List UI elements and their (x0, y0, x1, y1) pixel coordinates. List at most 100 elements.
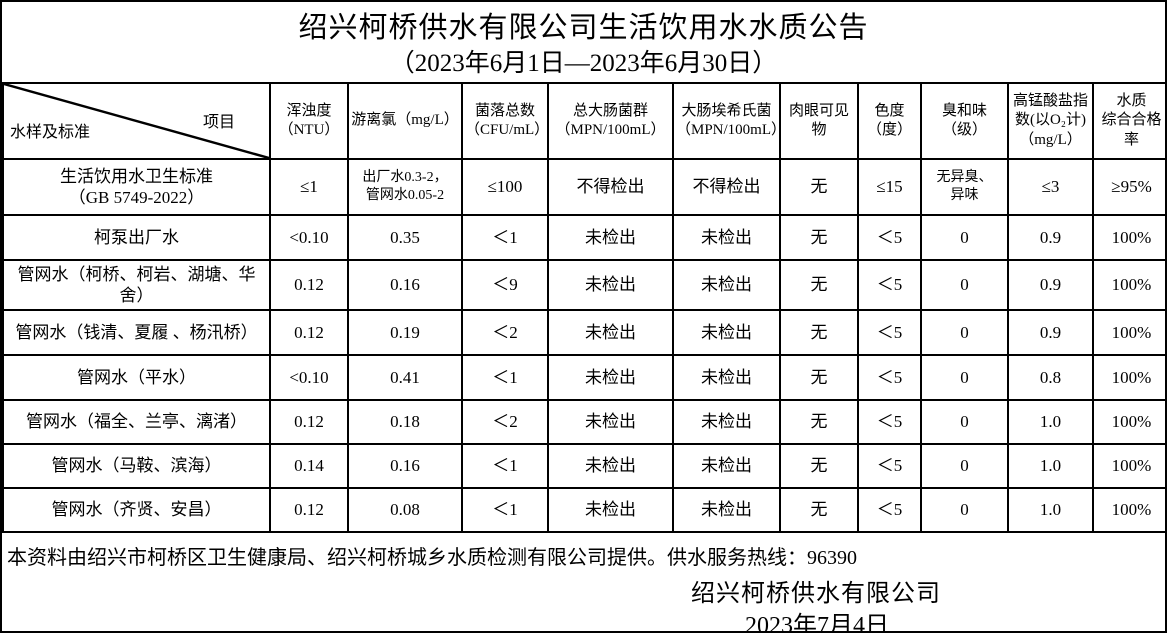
col-header-free-chlorine: 游离氯（mg/L） (347, 82, 463, 160)
table-cell: 0 (920, 487, 1009, 533)
col-header-ecoli: 大肠埃希氏菌 （MPN/100mL） (672, 82, 781, 160)
row-label: 柯泵出厂水 (2, 214, 271, 261)
table-cell: 无 (779, 259, 859, 311)
table-cell: 无 (779, 487, 859, 533)
table-cell: 无 (779, 158, 859, 216)
table-row: 柯泵出厂水 <0.10 0.35 ＜1 未检出 未检出无＜5 0 0.9 100% (2, 214, 1165, 261)
table-cell: ＜5 (857, 487, 922, 533)
table-cell: 0.9 (1007, 214, 1094, 261)
table-row: 管网水（钱清、夏履 、杨汛桥） 0.12 0.19 ＜2 未检出 未检出无＜5 0 0.9 10… (2, 309, 1165, 356)
corner-label-item: 项目 (202, 114, 235, 131)
table-cell: 0.12 (269, 399, 349, 445)
table-cell: ≤1 (269, 158, 349, 216)
table-cell: 1.0 (1007, 487, 1094, 533)
table-cell: 未检出 (672, 354, 781, 401)
table-cell: 无 (779, 443, 859, 489)
table-row: 管网水（马鞍、滨海） 0.14 0.16 ＜1 未检出 未检出无＜5 0 1.0 100% (2, 443, 1165, 489)
table-cell: ＜2 (461, 399, 549, 445)
row-label: 管网水（柯桥、柯岩、湖塘、华舍） (2, 259, 271, 311)
table-cell: 不得检出 (672, 158, 781, 216)
diagonal-divider-line (5, 85, 268, 157)
water-quality-table: 水样及标准 项目 浑浊度 （NTU） 游离氯（mg/L） 菌落总数 （CFU/m… (2, 82, 1165, 533)
table-row: 管网水（平水） <0.10 0.41 ＜1 未检出 未检出无＜5 0 0.8 100% (2, 354, 1165, 401)
row-label: 管网水（钱清、夏履 、杨汛桥） (2, 309, 271, 356)
table-cell: 0 (920, 443, 1009, 489)
table-row: 生活饮用水卫生标准 （GB 5749-2022） ≤1 出厂水0.3-2， 管网水0… (2, 158, 1165, 216)
table-cell: ＜5 (857, 399, 922, 445)
row-label: 管网水（平水） (2, 354, 271, 401)
table-cell: 0.12 (269, 309, 349, 356)
report-period: （2023年6月1日—2023年6月30日） (389, 50, 778, 77)
col-header-colony-count: 菌落总数 （CFU/mL） (461, 82, 549, 160)
table-cell: 无 (779, 214, 859, 261)
table-cell: ≤3 (1007, 158, 1094, 216)
row-label: 管网水（马鞍、滨海） (2, 443, 271, 489)
table-cell: 1.0 (1007, 443, 1094, 489)
table-body: 生活饮用水卫生标准 （GB 5749-2022） ≤1 出厂水0.3-2， 管网水0… (2, 158, 1165, 533)
table-cell: ≤15 (857, 158, 922, 216)
row-label: 管网水（齐贤、安昌） (2, 487, 271, 533)
table-cell: 未检出 (672, 399, 781, 445)
table-cell: 100% (1092, 399, 1165, 445)
col-header-pass-rate: 水质 综合合格率 (1092, 82, 1165, 160)
page-title: 绍兴柯桥供水有限公司生活饮用水水质公告 (298, 12, 869, 44)
table-cell: 0.8 (1007, 354, 1094, 401)
table-cell: 未检出 (547, 443, 674, 489)
table-header: 水样及标准 项目 浑浊度 （NTU） 游离氯（mg/L） 菌落总数 （CFU/m… (2, 82, 1165, 160)
table-cell: 100% (1092, 259, 1165, 311)
table-cell: ≤100 (461, 158, 549, 216)
signature-company: 绍兴柯桥供水有限公司 (691, 581, 941, 607)
table-cell: 0 (920, 399, 1009, 445)
table-cell: 未检出 (547, 309, 674, 356)
data-source-note: 本资料由绍兴市柯桥区卫生健康局、绍兴柯桥城乡水质检测有限公司提供。供水服务热线：… (7, 547, 857, 569)
table-cell: 0.12 (269, 259, 349, 311)
table-cell: 0 (920, 259, 1009, 311)
table-cell: 100% (1092, 443, 1165, 489)
table-cell: 出厂水0.3-2， 管网水0.05-2 (347, 158, 463, 216)
table-cell: 0.35 (347, 214, 463, 261)
table-cell: 未检出 (672, 443, 781, 489)
col-header-turbidity: 浑浊度 （NTU） (269, 82, 349, 160)
table-cell: 100% (1092, 214, 1165, 261)
corner-label-sample: 水样及标准 (10, 124, 91, 141)
table-cell: 未检出 (672, 259, 781, 311)
table-cell: 未检出 (672, 487, 781, 533)
table-cell: ＜5 (857, 354, 922, 401)
table-cell: 0.08 (347, 487, 463, 533)
table-cell: ＜5 (857, 214, 922, 261)
table-cell: 0.16 (347, 443, 463, 489)
table-cell: ＜9 (461, 259, 549, 311)
table-cell: ＜5 (857, 259, 922, 311)
table-cell: ＜5 (857, 309, 922, 356)
table-cell: ≥95% (1092, 158, 1165, 216)
table-cell: 0.19 (347, 309, 463, 356)
col-header-odor-taste: 臭和味 （级） (920, 82, 1009, 160)
table-cell: 0 (920, 214, 1009, 261)
table-cell: 未检出 (547, 259, 674, 311)
table-cell: 0.41 (347, 354, 463, 401)
table-cell: 100% (1092, 354, 1165, 401)
table-cell: 未检出 (672, 309, 781, 356)
table-cell: 无 (779, 354, 859, 401)
col-header-visible-matter: 肉眼可见物 (779, 82, 859, 160)
table-cell: 0.14 (269, 443, 349, 489)
table-cell: 无 (779, 309, 859, 356)
table-cell: 100% (1092, 487, 1165, 533)
table-cell: <0.10 (269, 214, 349, 261)
table-cell: 0.18 (347, 399, 463, 445)
table-row: 管网水（福全、兰亭、漓渚） 0.12 0.18 ＜2 未检出 未检出无＜5 0 1.0 100% (2, 399, 1165, 445)
header-row: 水样及标准 项目 浑浊度 （NTU） 游离氯（mg/L） 菌落总数 （CFU/m… (2, 82, 1165, 160)
table-cell: 0.16 (347, 259, 463, 311)
col-header-total-coliform: 总大肠菌群 （MPN/100mL） (547, 82, 674, 160)
table-cell: ＜1 (461, 214, 549, 261)
title-block: 绍兴柯桥供水有限公司生活饮用水水质公告 （2023年6月1日—2023年6月30… (2, 2, 1165, 82)
table-row: 管网水（柯桥、柯岩、湖塘、华舍） 0.12 0.16 ＜9 未检出 未检出无＜5 0 0.9 1… (2, 259, 1165, 311)
table-cell: ＜1 (461, 354, 549, 401)
table-cell: ＜1 (461, 487, 549, 533)
footer-block: 本资料由绍兴市柯桥区卫生健康局、绍兴柯桥城乡水质检测有限公司提供。供水服务热线：… (2, 533, 1165, 631)
table-cell: 无异臭、 异味 (920, 158, 1009, 216)
table-cell: 100% (1092, 309, 1165, 356)
table-cell: 1.0 (1007, 399, 1094, 445)
table-cell: ＜1 (461, 443, 549, 489)
